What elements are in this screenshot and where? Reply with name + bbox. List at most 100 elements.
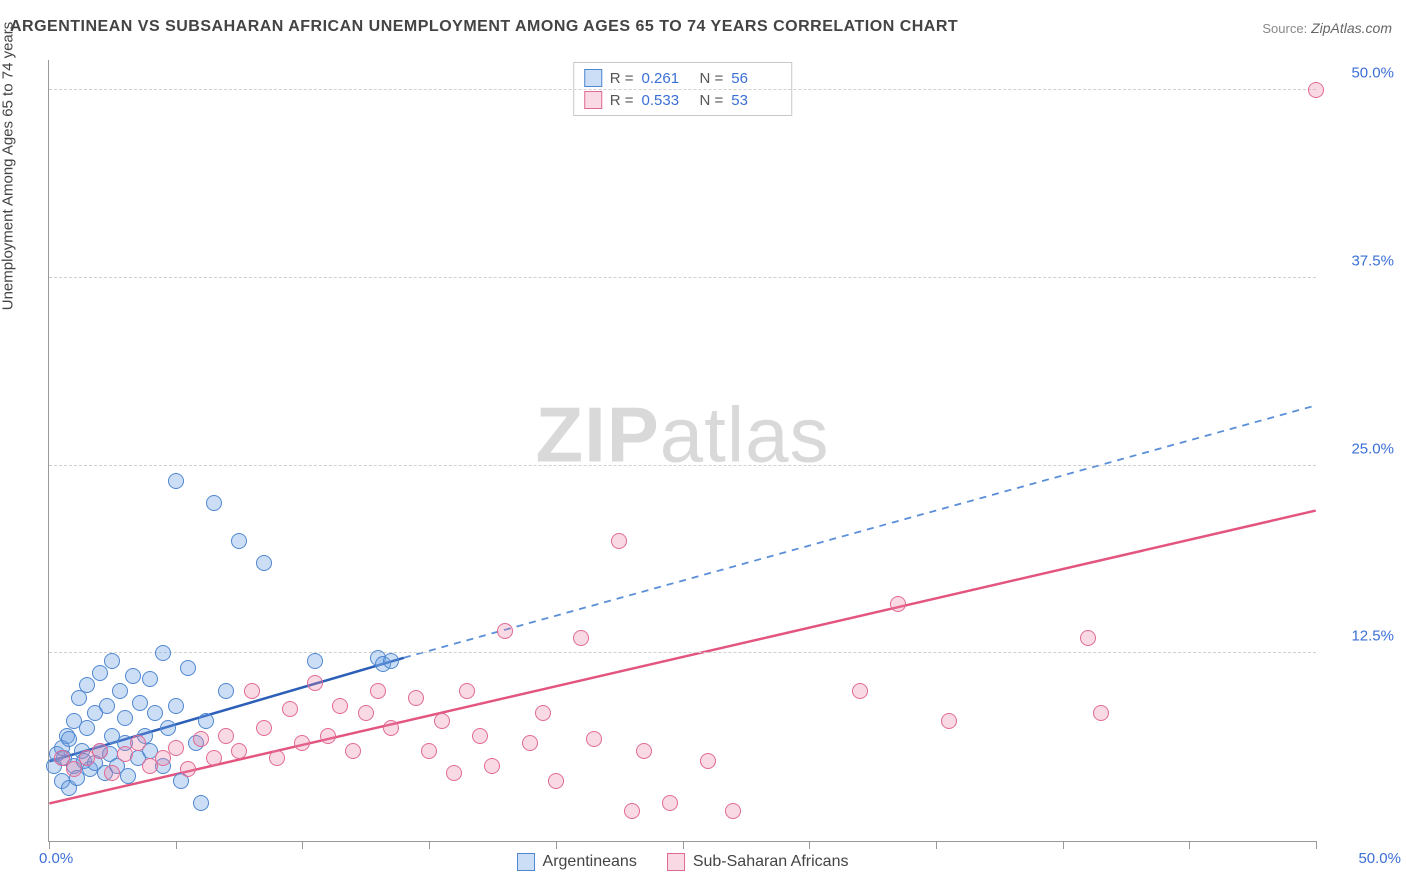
data-point [421,743,437,759]
data-point [662,795,678,811]
data-point [79,677,95,693]
data-point [155,645,171,661]
data-point [383,653,399,669]
y-tick-label: 25.0% [1351,440,1394,457]
trend-lines-svg [49,60,1316,841]
data-point [193,731,209,747]
gridline [49,652,1316,653]
data-point [206,750,222,766]
r-value: 0.533 [642,92,692,109]
chart-container: ARGENTINEAN VS SUBSAHARAN AFRICAN UNEMPL… [0,0,1406,892]
n-label: N = [700,70,724,87]
stats-row: R = 0.261 N = 56 [584,67,782,89]
data-point [294,735,310,751]
y-tick-label: 12.5% [1351,628,1394,645]
data-point [256,555,272,571]
n-value: 56 [731,70,781,87]
r-value: 0.261 [642,70,692,87]
data-point [332,698,348,714]
data-point [725,803,741,819]
data-point [168,740,184,756]
data-point [459,683,475,699]
source-attribution: Source: ZipAtlas.com [1262,20,1392,36]
gridline [49,277,1316,278]
watermark: ZIPatlas [535,389,829,480]
data-point [446,765,462,781]
x-tick [1063,841,1064,849]
data-point [383,720,399,736]
data-point [168,698,184,714]
data-point [142,671,158,687]
data-point [345,743,361,759]
data-point [206,495,222,511]
data-point [535,705,551,721]
data-point [1093,705,1109,721]
data-point [307,653,323,669]
data-point [700,753,716,769]
source-label: Source: [1262,21,1307,36]
n-label: N = [700,92,724,109]
legend-label: Sub-Saharan Africans [693,853,849,871]
data-point [244,683,260,699]
x-tick [176,841,177,849]
source-value: ZipAtlas.com [1311,20,1392,36]
data-point [307,675,323,691]
data-point [472,728,488,744]
x-max-label: 50.0% [1358,850,1401,867]
data-point [125,668,141,684]
data-point [586,731,602,747]
plot-area: ZIPatlas R =0.261N =56R =0.533N =53 0.0%… [48,60,1316,842]
trend-line-dashed [404,405,1316,657]
data-point [256,720,272,736]
data-point [1080,630,1096,646]
x-tick [1316,841,1317,849]
legend-swatch [517,853,535,871]
legend-item: Sub-Saharan Africans [667,853,849,871]
x-tick [1189,841,1190,849]
stats-row: R = 0.533 N = 53 [584,89,782,111]
series-swatch [584,91,602,109]
n-value: 53 [731,92,781,109]
data-point [269,750,285,766]
data-point [1308,82,1324,98]
r-label: R = [610,70,634,87]
data-point [852,683,868,699]
data-point [160,720,176,736]
legend-label: Argentineans [543,853,637,871]
data-point [358,705,374,721]
data-point [130,735,146,751]
data-point [522,735,538,751]
data-point [132,695,148,711]
x-origin-label: 0.0% [39,850,73,867]
data-point [117,710,133,726]
data-point [320,728,336,744]
data-point [198,713,214,729]
data-point [61,731,77,747]
data-point [548,773,564,789]
legend-swatch [667,853,685,871]
data-point [636,743,652,759]
gridline [49,465,1316,466]
data-point [104,765,120,781]
data-point [193,795,209,811]
data-point [282,701,298,717]
x-tick [683,841,684,849]
trend-line-solid [49,511,1315,804]
data-point [484,758,500,774]
data-point [370,683,386,699]
r-label: R = [610,92,634,109]
x-tick [429,841,430,849]
data-point [218,728,234,744]
data-point [611,533,627,549]
data-point [573,630,589,646]
y-axis-label: Unemployment Among Ages 65 to 74 years [0,22,17,311]
data-point [92,743,108,759]
gridline [49,89,1316,90]
x-tick [809,841,810,849]
chart-title: ARGENTINEAN VS SUBSAHARAN AFRICAN UNEMPL… [10,18,958,36]
data-point [180,660,196,676]
data-point [147,705,163,721]
data-point [99,698,115,714]
data-point [890,596,906,612]
series-swatch [584,69,602,87]
